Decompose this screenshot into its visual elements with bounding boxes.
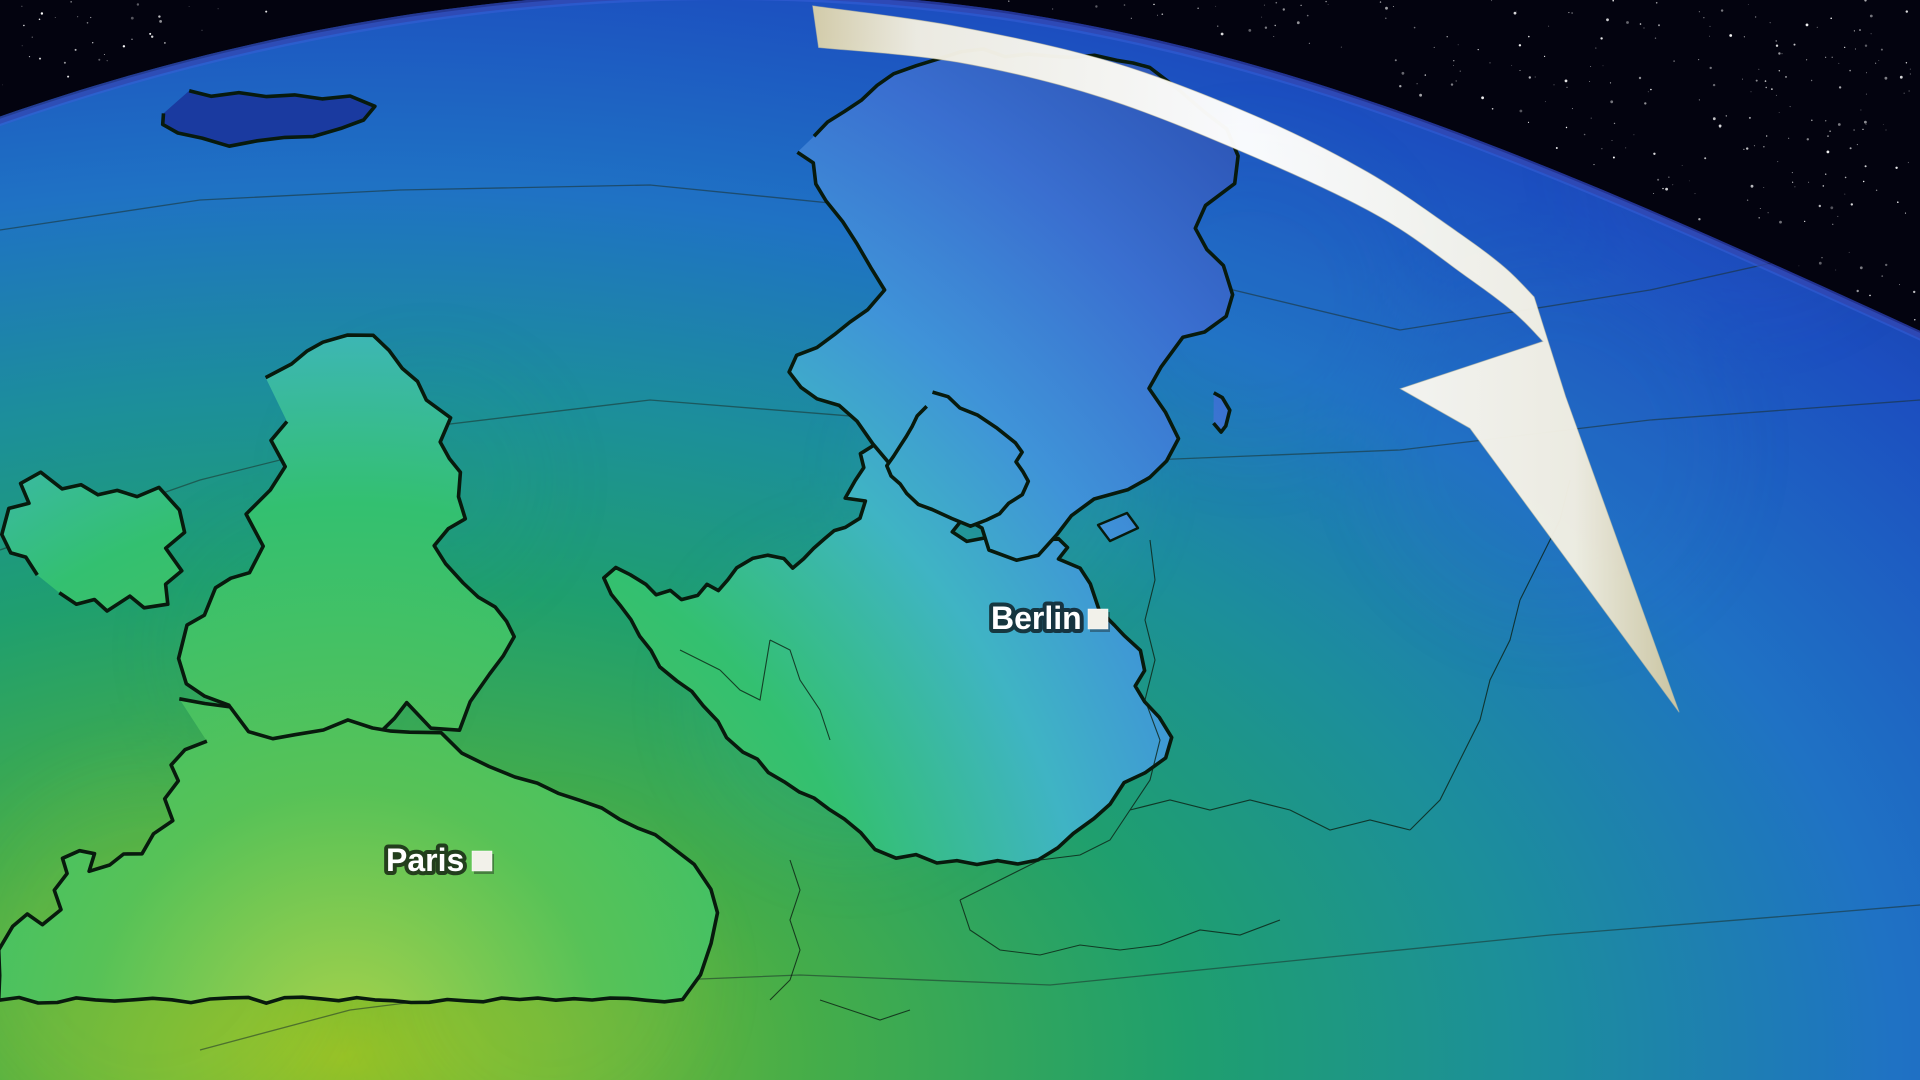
svg-text:Paris: Paris [386,842,464,878]
svg-text:Berlin: Berlin [991,600,1082,636]
